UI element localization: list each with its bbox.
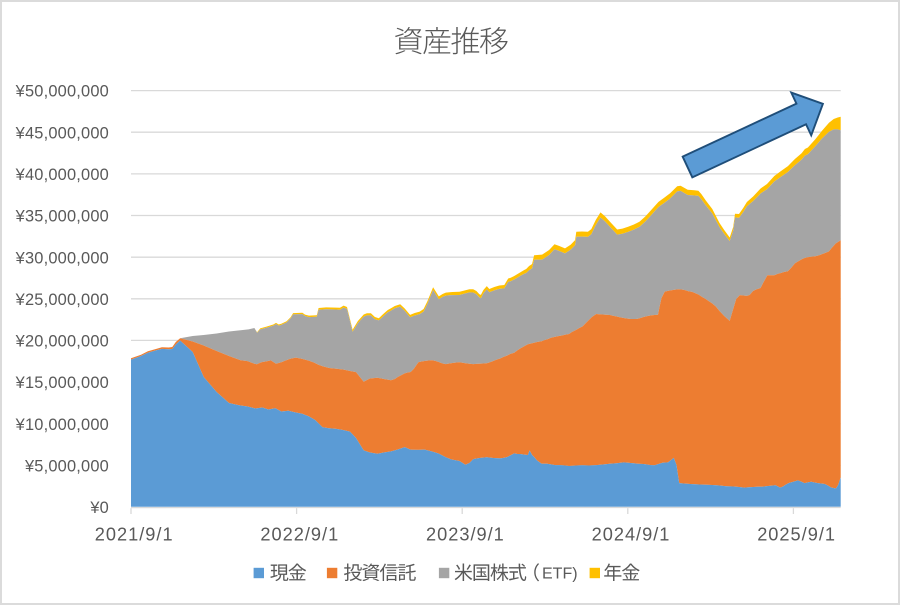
svg-text:¥5,000,000: ¥5,000,000 [24,458,109,476]
svg-text:2024/9/1: 2024/9/1 [592,525,671,545]
svg-text:¥25,000,000: ¥25,000,000 [15,291,109,309]
svg-text:¥30,000,000: ¥30,000,000 [15,249,109,267]
svg-text:2022/9/1: 2022/9/1 [260,525,339,545]
svg-text:¥40,000,000: ¥40,000,000 [15,166,109,184]
svg-text:2025/9/1: 2025/9/1 [757,525,836,545]
svg-text:¥10,000,000: ¥10,000,000 [15,416,109,434]
svg-text:ETF): ETF) [542,565,578,582]
svg-text:¥50,000,000: ¥50,000,000 [15,83,109,101]
svg-text:¥20,000,000: ¥20,000,000 [15,333,109,351]
svg-text:2021/9/1: 2021/9/1 [95,525,174,545]
svg-text:¥35,000,000: ¥35,000,000 [15,208,109,226]
svg-text:¥0: ¥0 [89,499,109,517]
svg-text:2023/9/1: 2023/9/1 [426,525,505,545]
svg-text:¥15,000,000: ¥15,000,000 [15,374,109,392]
svg-text:¥45,000,000: ¥45,000,000 [15,124,109,142]
